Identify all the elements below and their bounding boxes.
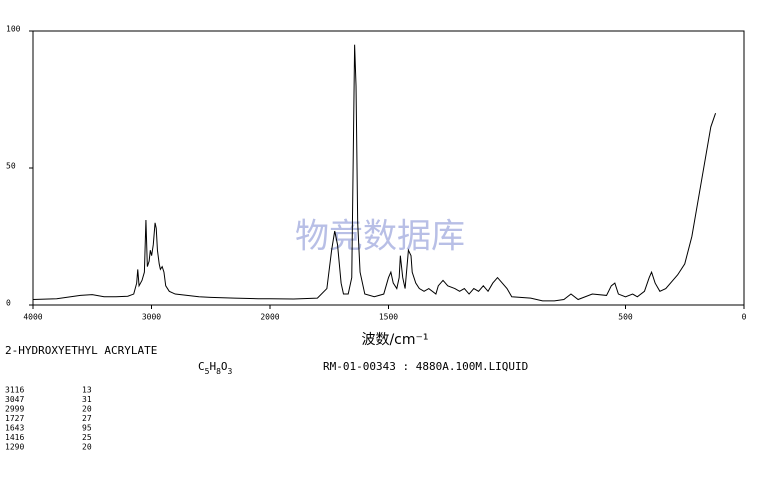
x-tick-label: 500	[618, 313, 633, 322]
x-tick-label: 2000	[260, 313, 279, 322]
peak-intensity: 27	[82, 414, 92, 423]
formula-subscript: 8	[216, 367, 221, 376]
spectrum-code: RM-01-00343 : 4880A.100M.LIQUID	[323, 360, 528, 373]
formula-subscript: 5	[205, 367, 210, 376]
peak-wavenumber: 3116	[5, 386, 24, 395]
peak-wavenumber: 1643	[5, 424, 24, 433]
x-tick-label: 1500	[379, 313, 398, 322]
formula-subscript: 3	[228, 367, 233, 376]
watermark: 物竞数据库	[295, 217, 465, 257]
y-tick-label: 100	[6, 25, 21, 34]
peak-intensity: 13	[82, 386, 92, 395]
formula-element: C	[198, 360, 205, 373]
plot-frame	[32, 30, 745, 306]
peak-wavenumber: 1416	[5, 433, 24, 442]
compound-name: 2-HYDROXYETHYL ACRYLATE	[5, 344, 157, 357]
peak-intensity: 25	[82, 433, 92, 442]
peak-wavenumber: 2999	[5, 405, 24, 414]
x-tick-label: 0	[742, 313, 747, 322]
peak-intensity: 20	[82, 443, 92, 452]
peak-intensity: 31	[82, 395, 92, 404]
x-axis-label: 波数/cm⁻¹	[361, 332, 428, 348]
peak-intensity: 20	[82, 405, 92, 414]
y-tick-label: 0	[6, 299, 11, 308]
x-tick-label: 4000	[23, 313, 42, 322]
spectrum-line	[32, 44, 717, 302]
peak-intensity: 95	[82, 424, 92, 433]
peak-wavenumber: 1727	[5, 414, 24, 423]
y-tick-label: 50	[6, 162, 16, 171]
formula: C5H8O3	[198, 360, 233, 376]
peak-wavenumber: 1290	[5, 443, 24, 452]
x-tick-label: 3000	[142, 313, 161, 322]
formula-element: O	[221, 360, 228, 373]
peak-wavenumber: 3047	[5, 395, 24, 404]
formula-element: H	[209, 360, 216, 373]
